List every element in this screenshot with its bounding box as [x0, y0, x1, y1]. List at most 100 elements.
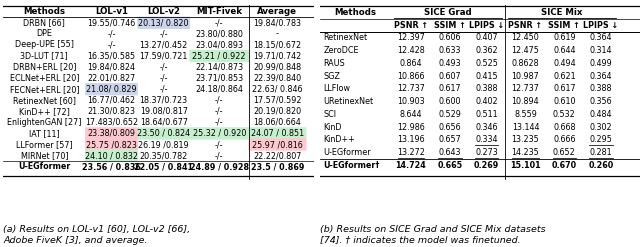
FancyBboxPatch shape [138, 127, 190, 140]
Text: -: - [276, 29, 279, 38]
Text: 17.59/0.721: 17.59/0.721 [140, 51, 188, 61]
Text: 14.235: 14.235 [511, 148, 540, 157]
Text: 10.903: 10.903 [397, 97, 425, 106]
Text: 0.511: 0.511 [476, 110, 498, 119]
Text: 0.407: 0.407 [476, 34, 498, 42]
Text: 23.56 / 0.836: 23.56 / 0.836 [82, 162, 141, 171]
Text: 20.13/ 0.820: 20.13/ 0.820 [138, 18, 189, 27]
Text: 12.737: 12.737 [397, 84, 425, 93]
Text: 19.84/0.824: 19.84/0.824 [88, 62, 136, 72]
Text: KinD++ [72]: KinD++ [72] [19, 107, 70, 116]
Text: 23.38/0.809: 23.38/0.809 [88, 129, 136, 138]
Text: -/-: -/- [159, 74, 168, 82]
Text: 0.670: 0.670 [552, 161, 577, 170]
Text: 0.656: 0.656 [438, 123, 461, 131]
Text: Deep-UPE [55]: Deep-UPE [55] [15, 41, 74, 49]
Text: 0.617: 0.617 [553, 84, 575, 93]
Text: 22.05 / 0.841: 22.05 / 0.841 [134, 162, 193, 171]
Text: 26.19 /0.819: 26.19 /0.819 [138, 140, 189, 149]
Text: 0.362: 0.362 [476, 46, 498, 55]
Text: 0.633: 0.633 [438, 46, 461, 55]
Text: -/-: -/- [159, 85, 168, 94]
Text: LLFormer [57]: LLFormer [57] [16, 140, 73, 149]
Text: 0.499: 0.499 [589, 59, 612, 68]
Text: LLFlow: LLFlow [323, 84, 350, 93]
Text: 0.388: 0.388 [590, 84, 612, 93]
Text: 0.334: 0.334 [476, 135, 498, 144]
FancyBboxPatch shape [189, 127, 249, 140]
Text: -/-: -/- [159, 62, 168, 72]
Text: 25.21 / 0.922: 25.21 / 0.922 [193, 51, 246, 61]
Text: LPIPS ↓: LPIPS ↓ [469, 21, 504, 30]
FancyBboxPatch shape [85, 138, 138, 151]
Text: SICE Grad: SICE Grad [424, 8, 472, 17]
Text: 0.644: 0.644 [553, 46, 575, 55]
Text: 24.10 / 0.832: 24.10 / 0.832 [85, 151, 138, 160]
Text: 24.18/0.864: 24.18/0.864 [195, 85, 243, 94]
Text: 16.77/0.462: 16.77/0.462 [88, 96, 136, 105]
Text: 20.99/0.848: 20.99/0.848 [253, 62, 301, 72]
Text: -/-: -/- [215, 107, 223, 116]
Text: 0.260: 0.260 [589, 161, 614, 170]
Text: 10.866: 10.866 [397, 72, 424, 81]
Text: 12.737: 12.737 [511, 84, 540, 93]
Text: MIT-Fivek: MIT-Fivek [196, 7, 243, 16]
Text: 22.39/0.840: 22.39/0.840 [253, 74, 301, 82]
Text: 23.71/0.853: 23.71/0.853 [195, 74, 243, 82]
Text: 25.32 / 0.920: 25.32 / 0.920 [193, 129, 246, 138]
Text: SCI: SCI [323, 110, 336, 119]
Text: 0.607: 0.607 [438, 72, 461, 81]
Text: RetinexNet [60]: RetinexNet [60] [13, 96, 76, 105]
Text: 0.415: 0.415 [476, 72, 498, 81]
Text: 19.08/0.817: 19.08/0.817 [140, 107, 188, 116]
Text: 18.64/0.677: 18.64/0.677 [140, 118, 188, 127]
Text: 0.269: 0.269 [474, 161, 499, 170]
Text: 0.864: 0.864 [399, 59, 422, 68]
Text: SICE Mix: SICE Mix [541, 8, 583, 17]
Text: -/-: -/- [215, 96, 223, 105]
Text: 3D-LUT [71]: 3D-LUT [71] [20, 51, 68, 61]
Text: DRBN+ERL [20]: DRBN+ERL [20] [13, 62, 76, 72]
Text: 12.450: 12.450 [511, 34, 540, 42]
Text: 21.08/ 0.829: 21.08/ 0.829 [86, 85, 137, 94]
Text: 20.35/0.782: 20.35/0.782 [140, 151, 188, 160]
Text: RAUS: RAUS [323, 59, 345, 68]
Text: PSNR ↑: PSNR ↑ [394, 21, 428, 30]
Text: 23.5 / 0.869: 23.5 / 0.869 [251, 162, 304, 171]
Text: 0.525: 0.525 [475, 59, 498, 68]
Text: U-EGformer: U-EGformer [18, 162, 70, 171]
Text: 0.295: 0.295 [589, 135, 612, 144]
Text: 23.80/0.880: 23.80/0.880 [195, 29, 243, 38]
Text: 0.617: 0.617 [438, 84, 461, 93]
Text: 20.19/0.820: 20.19/0.820 [253, 107, 301, 116]
Text: ZeroDCE: ZeroDCE [323, 46, 358, 55]
Text: 18.06/0.664: 18.06/0.664 [253, 118, 301, 127]
Text: PSNR ↑: PSNR ↑ [508, 21, 543, 30]
Text: 0.665: 0.665 [437, 161, 462, 170]
Text: 0.364: 0.364 [590, 34, 612, 42]
Text: 0.484: 0.484 [590, 110, 612, 119]
Text: EnlightenGAN [27]: EnlightenGAN [27] [7, 118, 81, 127]
Text: 0.493: 0.493 [438, 59, 461, 68]
Text: LOL-v2: LOL-v2 [147, 7, 180, 16]
Text: 0.281: 0.281 [590, 148, 612, 157]
Text: 16.35/0.585: 16.35/0.585 [88, 51, 136, 61]
Text: -/-: -/- [215, 140, 223, 149]
Text: RetinexNet: RetinexNet [323, 34, 367, 42]
Text: 12.428: 12.428 [397, 46, 425, 55]
Text: 0.8628: 0.8628 [511, 59, 540, 68]
Text: 19.84/0.783: 19.84/0.783 [253, 18, 301, 27]
FancyBboxPatch shape [248, 138, 307, 151]
Text: FECNet+ERL [20]: FECNet+ERL [20] [10, 85, 79, 94]
Text: 13.272: 13.272 [397, 148, 425, 157]
Text: 13.235: 13.235 [511, 135, 540, 144]
Text: 10.987: 10.987 [511, 72, 540, 81]
Text: -/-: -/- [215, 18, 223, 27]
Text: MIRNet [70]: MIRNet [70] [20, 151, 68, 160]
FancyBboxPatch shape [85, 149, 138, 162]
Text: KinD: KinD [323, 123, 342, 131]
Text: Average: Average [257, 7, 298, 16]
Text: 0.643: 0.643 [438, 148, 461, 157]
Text: 24.89 / 0.928: 24.89 / 0.928 [189, 162, 249, 171]
Text: 0.657: 0.657 [438, 135, 461, 144]
